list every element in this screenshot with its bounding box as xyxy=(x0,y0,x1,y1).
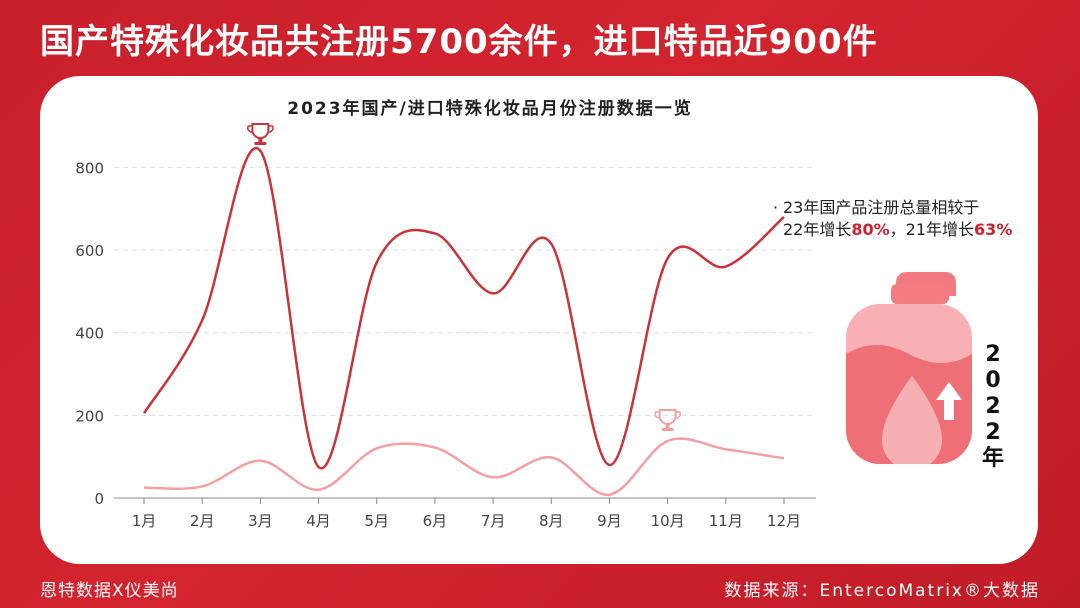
x-tick-label: 8月 xyxy=(539,512,564,530)
footer-source: 数据来源：EntercoMatrix®大数据 xyxy=(724,581,1040,601)
x-tick-label: 6月 xyxy=(423,512,448,530)
x-tick-label: 7月 xyxy=(481,512,506,530)
footer-brand: 恩特数据X仪美尚 xyxy=(40,581,179,601)
x-tick-label: 12月 xyxy=(767,512,801,530)
trophy-icon xyxy=(247,123,274,145)
x-tick-label: 5月 xyxy=(364,512,389,530)
trophy-icon xyxy=(654,409,681,431)
x-tick-label: 2月 xyxy=(190,512,215,530)
note-pct-2022: 80% xyxy=(851,220,890,239)
y-tick-label: 600 xyxy=(75,242,104,260)
up-arrow-icon xyxy=(936,382,962,420)
x-tick-label: 4月 xyxy=(306,512,331,530)
bottle-neck xyxy=(891,284,949,304)
y-tick-label: 0 xyxy=(94,490,104,508)
y-tick-label: 200 xyxy=(75,407,104,425)
drop-icon xyxy=(882,376,942,470)
series-import-line[interactable] xyxy=(143,437,785,496)
chart-card: 2023年国产/进口特殊化妆品月份注册数据一览 0 200 400 600 800 1月 2… xyxy=(40,76,1038,564)
bottle-percent: 80% xyxy=(868,466,932,496)
x-tick-label: 3月 xyxy=(248,512,273,530)
x-tick-label: 1月 xyxy=(132,512,157,530)
x-tick-label: 9月 xyxy=(597,512,622,530)
y-tick-label: 800 xyxy=(75,159,104,177)
bottle-illustration xyxy=(846,272,972,470)
note-pct-2021: 63% xyxy=(974,220,1013,239)
year-vertical-label: 2022年 xyxy=(981,342,1004,471)
series-domestic-line[interactable] xyxy=(142,146,785,470)
line-chart: 0 200 400 600 800 1月 2月 3月 4月 5月 6月 7月 8月 9月 10月 11月 12月 xyxy=(75,123,972,530)
note-line2-c: ，21年增长 xyxy=(889,220,975,239)
y-tick-label: 400 xyxy=(75,325,104,343)
headline: 国产特殊化妆品共注册5700余件，进口特品近900件 xyxy=(40,22,878,62)
note-line2-a: 22年增长 xyxy=(783,220,852,239)
x-tick-label: 11月 xyxy=(709,512,743,530)
chart-title: 2023年国产/进口特殊化妆品月份注册数据一览 xyxy=(287,99,693,119)
growth-note: · 23年国产品注册总量相较于 22年增长80%，21年增长63% xyxy=(773,197,1043,241)
note-bullet: · xyxy=(773,198,779,217)
x-tick-label: 10月 xyxy=(651,512,685,530)
note-line1: 23年国产品注册总量相较于 xyxy=(783,198,980,217)
bottle-liquid xyxy=(846,345,972,464)
